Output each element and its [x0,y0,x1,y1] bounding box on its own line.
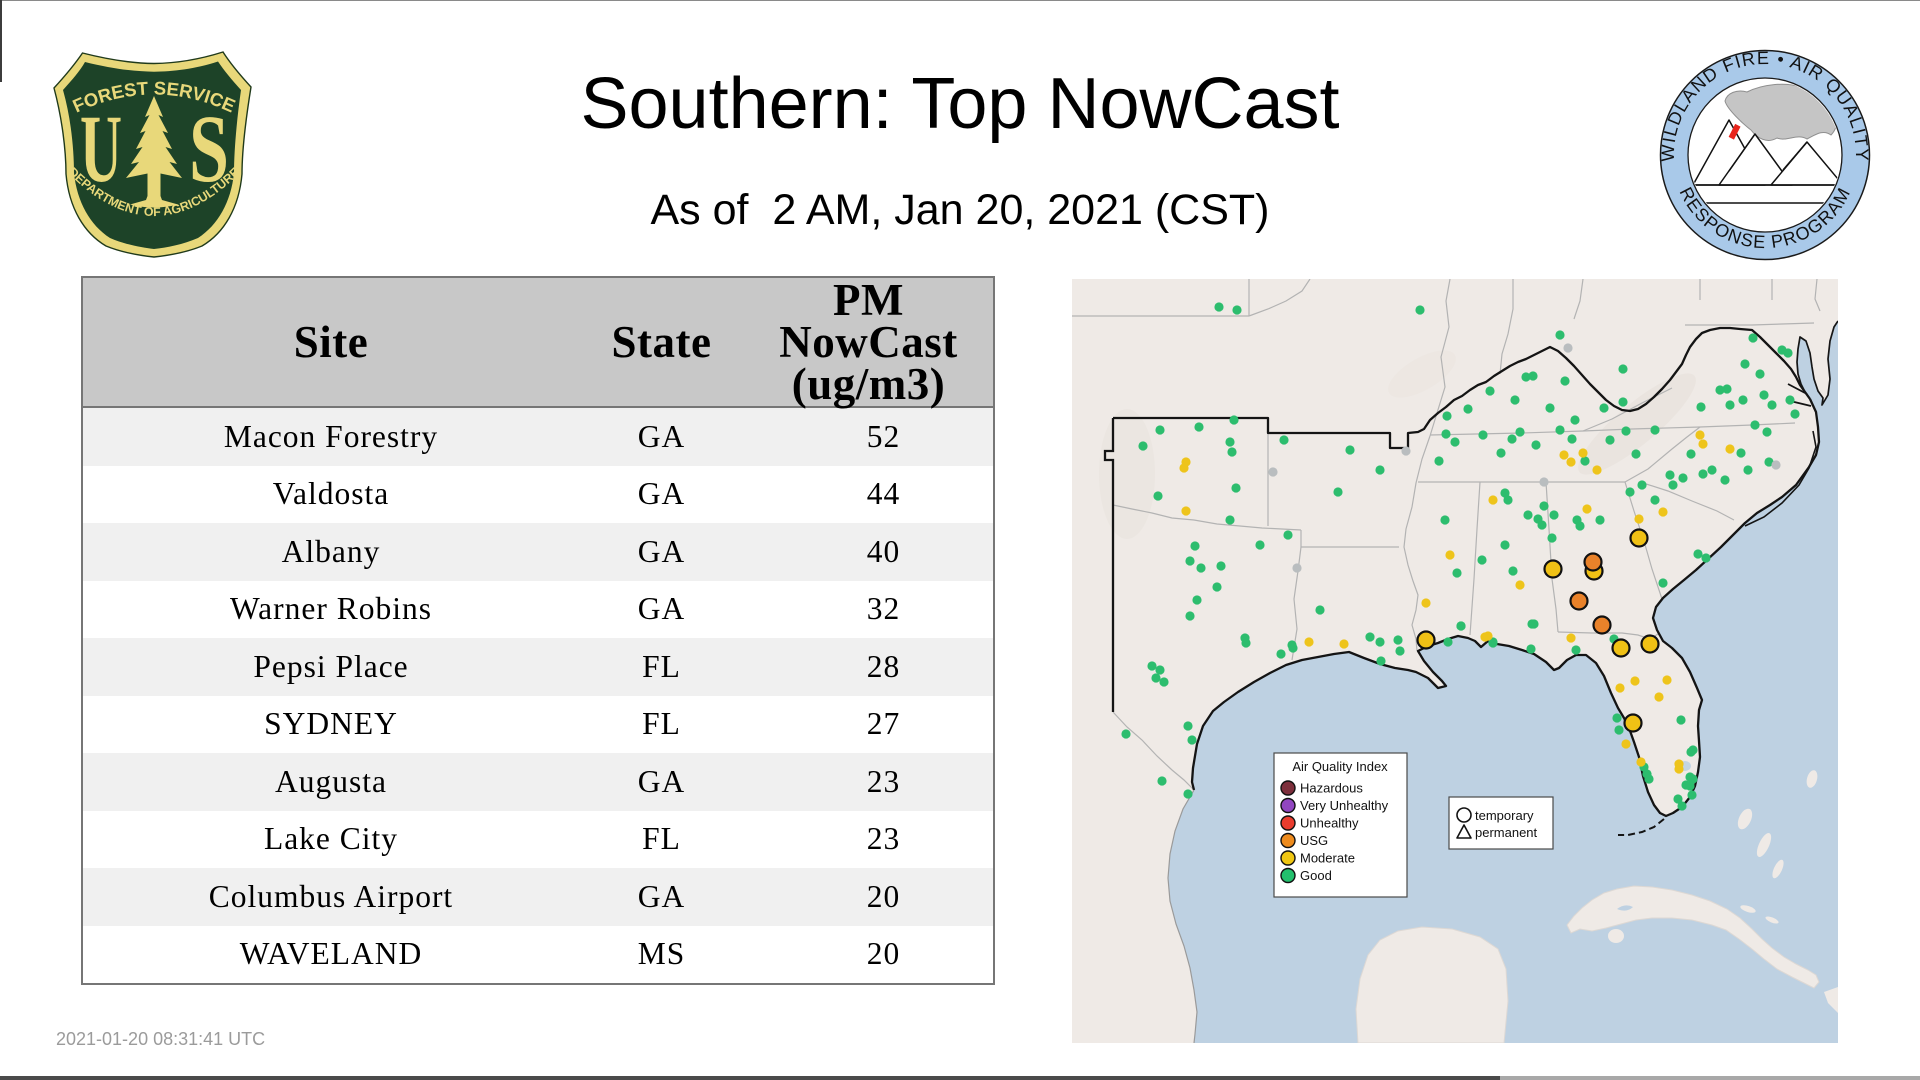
svg-text:USG: USG [1300,833,1328,848]
svg-text:Air Quality Index: Air Quality Index [1292,759,1388,774]
svg-text:Moderate: Moderate [1300,851,1355,866]
svg-text:Hazardous: Hazardous [1300,781,1363,796]
svg-text:S: S [189,95,229,202]
svg-text:Unhealthy: Unhealthy [1300,816,1359,831]
svg-text:Very Unhealthy: Very Unhealthy [1300,798,1389,813]
svg-text:permanent: permanent [1475,825,1538,840]
svg-text:temporary: temporary [1475,808,1534,823]
svg-text:Good: Good [1300,868,1332,883]
svg-text:U: U [80,95,122,202]
